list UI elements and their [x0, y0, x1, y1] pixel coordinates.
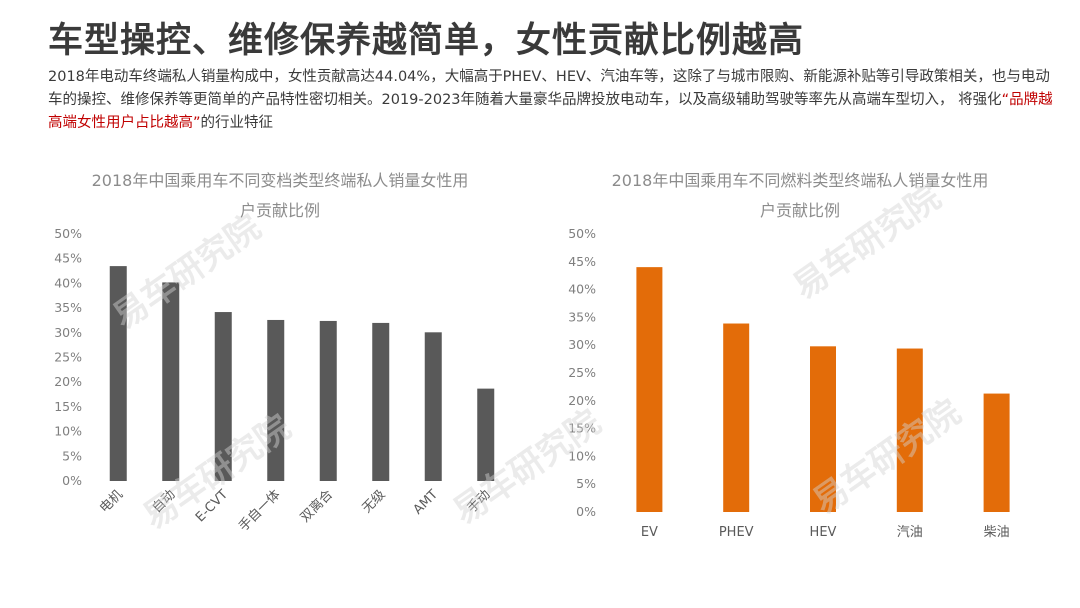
transmission-bar	[319, 320, 337, 481]
transmission-bar	[214, 312, 232, 481]
description-paragraph: 2018年电动车终端私人销量构成中，女性贡献高达44.04%，大幅高于PHEV、…	[48, 66, 1058, 135]
fuel-y-tick-label: 5%	[576, 476, 596, 491]
fuel-x-tick-label: HEV	[810, 525, 837, 540]
transmission-y-tick-label: 0%	[62, 473, 82, 488]
chart-title-line: 2018年中国乘用车不同变档类型终端私人销量女性用	[91, 171, 469, 190]
transmission-y-tick-label: 30%	[54, 325, 82, 340]
fuel-x-tick-label: PHEV	[719, 525, 754, 540]
transmission-bar	[424, 332, 442, 481]
transmission-y-tick-label: 15%	[54, 399, 82, 414]
fuel-y-tick-label: 25%	[568, 365, 596, 380]
fuel-y-tick-label: 40%	[568, 282, 596, 297]
fuel-y-tick-label: 15%	[568, 421, 596, 436]
description-highlight: “品牌越高端女性用户占比越高”	[48, 92, 1053, 131]
transmission-y-tick-label: 35%	[54, 300, 82, 315]
page-title: 车型操控、维修保养越简单，女性贡献比例越高	[48, 21, 805, 61]
fuel-x-tick-label: EV	[641, 525, 658, 540]
fuel-y-tick-label: 35%	[568, 309, 596, 324]
chart-title-fuel: 2018年中国乘用车不同燃料类型终端私人销量女性用 户贡献比例	[600, 166, 1000, 226]
fuel-x-tick-label: 柴油	[984, 525, 1010, 540]
fuel-y-tick-label: 45%	[568, 254, 596, 269]
transmission-bar	[267, 319, 285, 481]
fuel-y-tick-label: 20%	[568, 393, 596, 408]
transmission-bar	[109, 266, 127, 481]
chart-title-line: 户贡献比例	[239, 201, 320, 220]
chart-title-line: 户贡献比例	[759, 201, 840, 220]
fuel-bar	[723, 323, 750, 512]
description-text: 2018年电动车终端私人销量构成中，女性贡献高达44.04%，大幅高于PHEV、…	[48, 69, 1050, 108]
transmission-y-tick-label: 25%	[54, 350, 82, 365]
transmission-y-tick-label: 10%	[54, 424, 82, 439]
fuel-bar	[636, 267, 663, 512]
fuel-x-tick-label: 汽油	[897, 525, 923, 540]
transmission-bar	[372, 322, 390, 481]
chart-title-transmission: 2018年中国乘用车不同变档类型终端私人销量女性用 户贡献比例	[90, 166, 470, 226]
transmission-y-tick-label: 40%	[54, 275, 82, 290]
chart-title-line: 2018年中国乘用车不同燃料类型终端私人销量女性用	[611, 171, 989, 190]
transmission-bar	[477, 388, 495, 481]
transmission-y-tick-label: 5%	[62, 448, 82, 463]
transmission-y-tick-label: 50%	[54, 226, 82, 241]
fuel-y-tick-label: 0%	[576, 504, 596, 519]
fuel-bar	[896, 348, 923, 512]
fuel-y-tick-label: 50%	[568, 226, 596, 241]
transmission-bar	[162, 282, 180, 481]
fuel-y-tick-label: 10%	[568, 448, 596, 463]
transmission-y-tick-label: 20%	[54, 374, 82, 389]
fuel-bar	[810, 346, 836, 512]
transmission-y-tick-label: 45%	[54, 251, 82, 266]
fuel-bar	[983, 393, 1010, 512]
fuel-y-tick-label: 30%	[568, 337, 596, 352]
description-text-end: 的行业特征	[200, 115, 274, 131]
